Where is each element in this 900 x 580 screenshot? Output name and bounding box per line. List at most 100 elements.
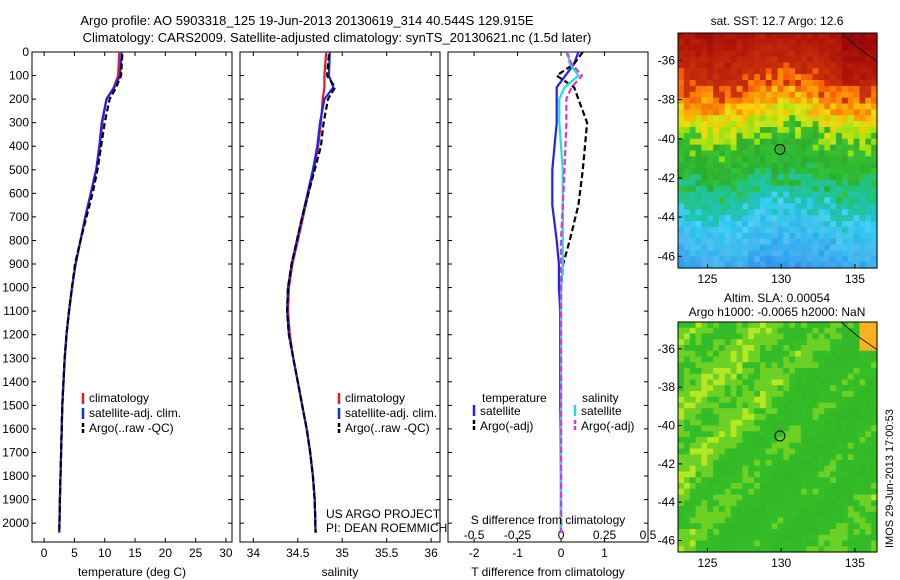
heatmap-cell [736,127,743,134]
heatmap-cell [871,442,878,450]
heatmap-cell [853,339,861,346]
heatmap-cell [836,396,843,404]
heatmap-cell [683,232,691,240]
heatmap-cell [871,385,878,392]
heatmap-cell [859,115,866,122]
heatmap-cell [683,144,691,152]
heatmap-cell [713,50,720,58]
heatmap-cell [707,38,714,46]
heatmap-cell [830,156,837,163]
heatmap-cell [783,56,790,63]
heatmap-cell [683,345,691,352]
heatmap-cell [748,44,755,52]
y-tick-label: 700 [9,210,29,224]
heatmap-cell [683,471,691,478]
heatmap-cell [707,191,714,199]
heatmap-cell [865,185,872,193]
heatmap-cell [789,362,796,369]
heatmap-cell [718,379,726,386]
heatmap-cell [800,350,808,358]
heatmap-cell [707,362,714,369]
heatmap-cell [841,185,849,193]
heatmap-cell [748,483,755,490]
heatmap-cell [765,179,773,187]
heatmap-cell [748,431,755,438]
heatmap-cell [765,500,773,507]
heatmap-cell [824,179,831,187]
heatmap-cell [806,471,814,478]
heatmap-cell [713,517,720,524]
heatmap-cell [771,256,779,263]
heatmap-cell [830,327,837,335]
heatmap-cell [683,356,691,363]
heatmap-cell [759,350,767,358]
heatmap-cell [830,483,837,490]
heatmap-cell [742,350,749,358]
heatmap-cell [859,68,866,75]
heatmap-cell [748,80,755,87]
heatmap-cell [748,203,755,210]
heatmap-cell [800,419,808,427]
heatmap-cell [859,460,866,467]
heatmap-cell [678,174,685,181]
heatmap-cell [812,488,820,496]
heatmap-cell [777,506,784,513]
heatmap-cell [689,156,697,163]
heatmap-cell [800,38,808,46]
heatmap-cell [718,127,726,134]
heatmap-cell [765,44,773,52]
heatmap-cell [695,442,703,450]
heatmap-cell [836,38,843,46]
heatmap-cell [853,368,861,375]
heatmap-cell [736,80,743,87]
heatmap-cell [759,91,767,99]
heatmap-cell [795,345,802,352]
heatmap-cell [847,50,855,58]
heatmap-cell [736,138,743,146]
heatmap-cell [871,144,878,152]
heatmap-cell [841,221,849,228]
heatmap-cell [847,262,855,269]
heatmap-cell [800,179,808,187]
heatmap-cell [865,33,872,40]
heatmap-cell [836,238,843,246]
heatmap-cell [812,396,820,404]
heatmap-cell [730,373,738,381]
heatmap-cell [841,203,849,210]
heatmap-cell [871,546,878,553]
heatmap-cell [824,540,831,547]
heatmap-cell [789,454,796,461]
heatmap-cell [789,345,796,352]
heatmap-cell [771,322,779,329]
heatmap-cell [678,132,685,140]
heatmap-cell [683,80,691,87]
heatmap-cell [718,534,726,542]
heatmap-cell [853,431,861,438]
heatmap-cell [765,144,773,152]
heatmap-cell [771,244,779,251]
heatmap-cell [689,322,697,329]
heatmap-cell [771,62,779,69]
heatmap-cell [678,477,685,484]
heatmap-cell [730,437,738,444]
heatmap-cell [742,368,749,375]
heatmap-cell [718,244,726,251]
heatmap-cell [759,339,767,346]
heatmap-cell [836,203,843,210]
heatmap-cell [853,232,861,240]
heatmap-cell [841,431,849,438]
heatmap-cell [812,402,820,409]
heatmap-cell [683,454,691,461]
heatmap-cell [777,419,784,427]
heatmap-cell [841,197,849,204]
heatmap-cell [847,121,855,128]
heatmap-cell [695,56,703,63]
heatmap-cell [736,185,743,193]
heatmap-cell [806,425,814,432]
heatmap-cell [865,460,872,467]
heatmap-cell [754,91,761,99]
heatmap-cell [771,391,779,398]
heatmap-cell [818,494,825,501]
heatmap-cell [742,529,749,536]
heatmap-cell [678,203,685,210]
